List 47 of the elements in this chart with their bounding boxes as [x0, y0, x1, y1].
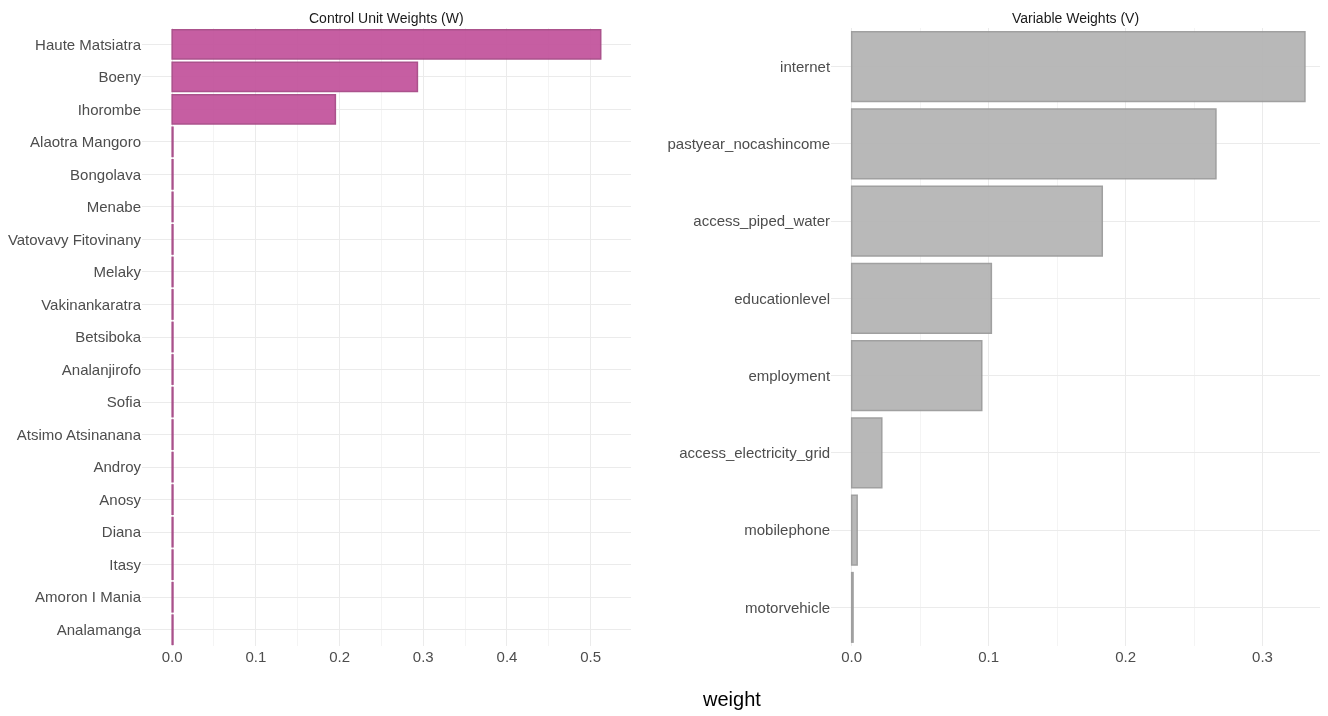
x-tick-label: 0.2	[329, 648, 350, 665]
x-axis-title: weight	[702, 688, 762, 710]
y-tick-label: Itasy	[109, 555, 142, 573]
y-tick-label: Menabe	[86, 198, 141, 216]
y-tick-label: Analamanga	[56, 620, 142, 638]
y-tick-label: Anosy	[99, 490, 142, 508]
y-tick-label: access_electricity_grid	[679, 444, 831, 462]
chart-title: Control Unit Weights (W)	[309, 10, 464, 26]
x-tick-label: 0.3	[412, 648, 434, 665]
y-tick-label: Vatovavy Fitovinany	[7, 230, 142, 248]
x-tick-label: 0.0	[161, 648, 183, 665]
y-tick-label: Sofia	[106, 393, 142, 411]
y-tick-label: Analanjirofo	[61, 360, 141, 378]
y-tick-label: Androy	[93, 458, 142, 476]
chart-title: Variable Weights (V)	[1012, 10, 1140, 26]
y-tick-label: educationlevel	[734, 289, 831, 307]
bar	[850, 262, 993, 334]
bar	[850, 340, 983, 412]
bar	[850, 494, 858, 566]
x-tick-label: 0.2	[1115, 648, 1136, 665]
y-tick-label: pastyear_nocashincome	[667, 135, 831, 153]
y-tick-label: Amoron I Mania	[35, 588, 142, 606]
y-tick-label: access_piped_water	[693, 212, 831, 230]
x-tick-label: 0.0	[841, 648, 863, 665]
x-tick-label: 0.4	[496, 648, 518, 665]
bar	[850, 31, 1306, 103]
x-tick-label: 0.1	[978, 648, 1000, 665]
y-tick-label: Vakinankaratra	[41, 295, 142, 313]
bar	[850, 108, 1217, 180]
y-tick-label: Alaotra Mangoro	[30, 133, 141, 151]
y-tick-label: Atsimo Atsinanana	[16, 425, 142, 443]
y-tick-label: Betsiboka	[75, 328, 142, 346]
y-tick-label: Diana	[101, 523, 142, 541]
y-tick-label: Boeny	[98, 68, 142, 86]
y-tick-label: Bongolava	[70, 165, 142, 183]
y-tick-label: Haute Matsiatra	[35, 35, 142, 53]
x-tick-label: 0.1	[245, 648, 267, 665]
y-tick-label: motorvehicle	[745, 598, 831, 616]
y-tick-label: Melaky	[93, 263, 142, 281]
bar	[850, 417, 883, 489]
x-tick-label: 0.5	[580, 648, 602, 665]
y-tick-label: internet	[780, 57, 831, 75]
y-tick-label: Ihorombe	[77, 100, 141, 118]
x-tick-label: 0.3	[1252, 648, 1273, 665]
bar	[850, 185, 1104, 257]
y-tick-label: employment	[748, 366, 831, 384]
y-tick-label: mobilephone	[744, 521, 831, 539]
